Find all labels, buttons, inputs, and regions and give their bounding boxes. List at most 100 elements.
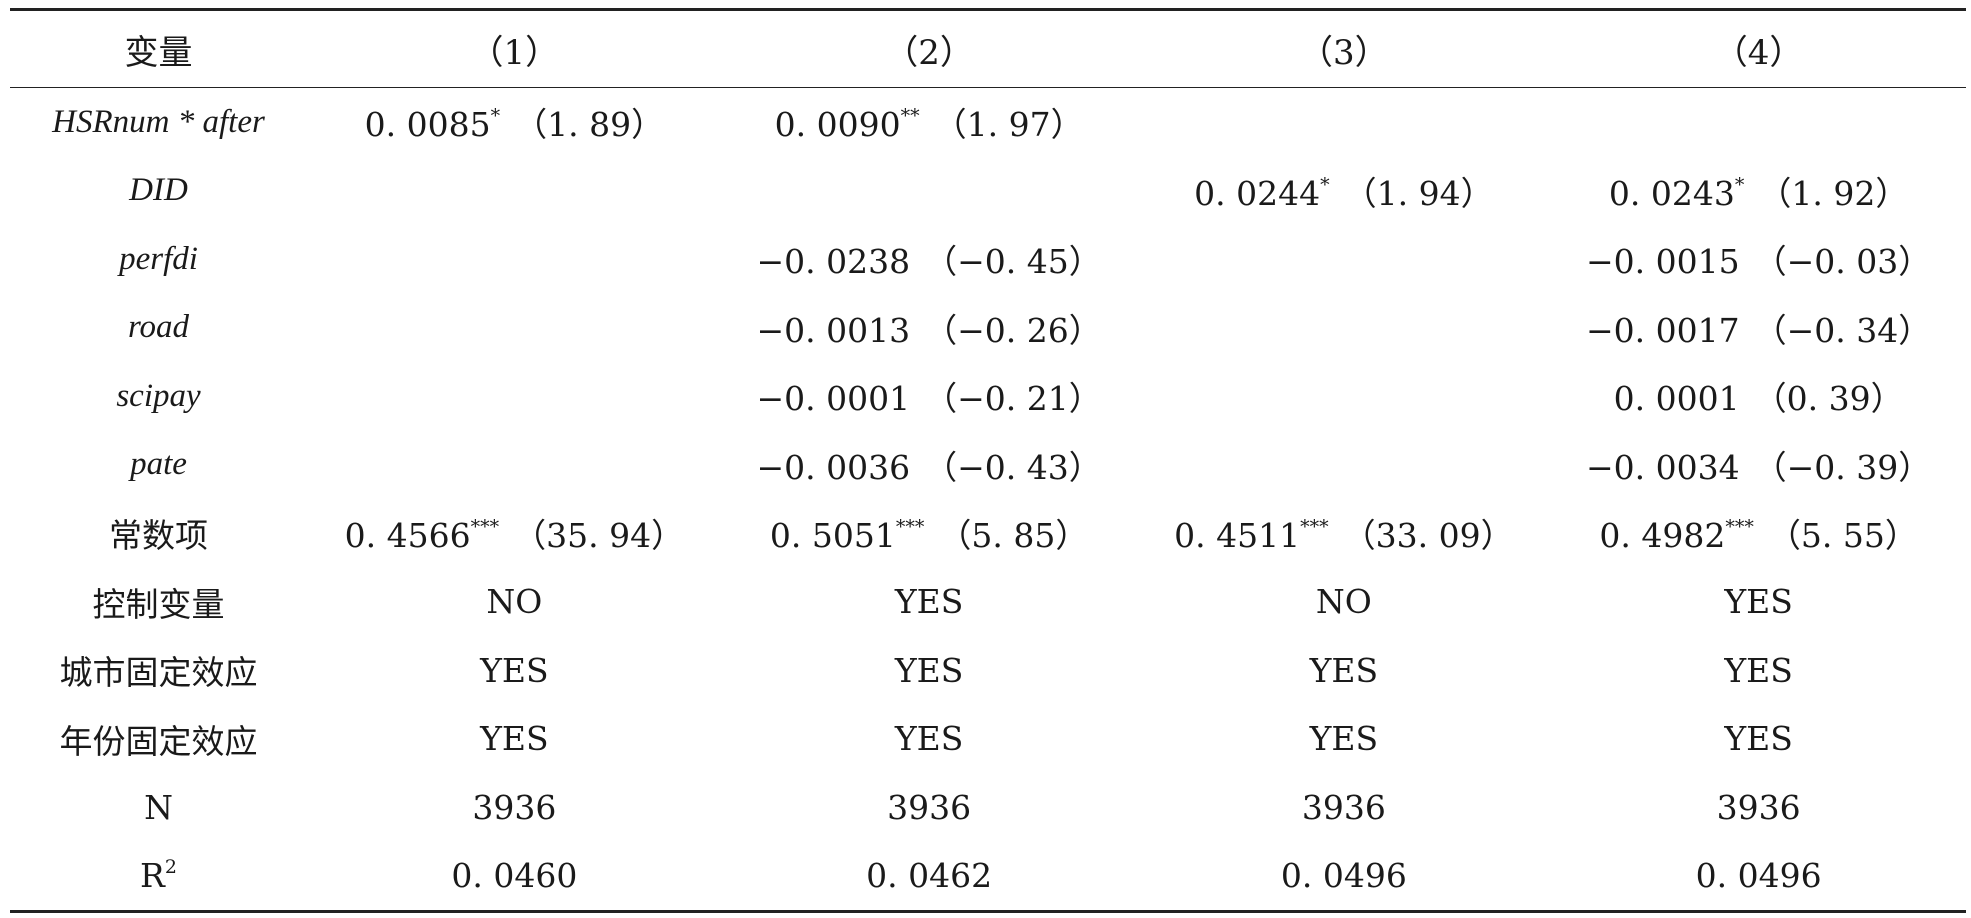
table-cell bbox=[1137, 294, 1552, 363]
table-cell: −0. 0034 （−0. 39） bbox=[1551, 431, 1966, 500]
table-cell: NO bbox=[307, 568, 722, 637]
t-statistic: （−0. 03） bbox=[1753, 242, 1932, 282]
t-statistic: （−0. 21） bbox=[924, 379, 1102, 419]
coefficient: NO bbox=[1315, 582, 1372, 622]
table-cell: YES bbox=[722, 705, 1137, 774]
variable-name: DID bbox=[10, 157, 307, 226]
significance-stars: * bbox=[1320, 173, 1330, 196]
table-cell: 3936 bbox=[1137, 773, 1552, 842]
table-cell: 0. 0090** （1. 97） bbox=[722, 88, 1137, 157]
table-cell bbox=[1137, 431, 1552, 500]
table-cell: 0. 0085* （1. 89） bbox=[307, 88, 722, 157]
table-row: 常数项 0. 4566*** （35. 94） 0. 5051*** （5. 85） 0.… bbox=[10, 499, 1966, 568]
variable-label: 城市固定效应 bbox=[59, 653, 258, 693]
t-statistic: （−0. 26） bbox=[924, 310, 1102, 350]
significance-stars: ** bbox=[900, 105, 920, 128]
significance-stars: *** bbox=[1300, 516, 1329, 539]
significance-stars: *** bbox=[895, 516, 925, 539]
coefficient: −0. 0036 bbox=[756, 447, 911, 487]
table-row: pate −0. 0036 （−0. 43） −0. 0034 （−0. 39） bbox=[10, 431, 1966, 500]
table-cell: YES bbox=[1551, 705, 1966, 774]
table-cell: 0. 0460 bbox=[307, 841, 722, 913]
table-cell: 3936 bbox=[307, 773, 722, 842]
header-col-1: （1） bbox=[307, 8, 722, 88]
table-cell: 0. 0462 bbox=[721, 841, 1137, 913]
significance-stars: *** bbox=[1725, 516, 1754, 539]
t-statistic: （5. 85） bbox=[938, 516, 1089, 556]
table-cell: 0. 4982*** （5. 55） bbox=[1551, 499, 1966, 568]
coefficient: YES bbox=[480, 650, 549, 690]
variable-label: 年份固定效应 bbox=[59, 721, 258, 761]
variable-name: 城市固定效应 bbox=[10, 636, 307, 705]
table-cell: 0. 0244* （1. 94） bbox=[1137, 157, 1552, 226]
t-statistic: （1. 94） bbox=[1343, 173, 1494, 213]
table-cell: YES bbox=[1137, 636, 1552, 705]
t-statistic: （35. 94） bbox=[513, 516, 685, 556]
header-variable: 变量 bbox=[10, 8, 307, 88]
coefficient: 0. 4982 bbox=[1599, 516, 1726, 556]
variable-name: N bbox=[10, 773, 307, 842]
table-cell bbox=[307, 294, 722, 363]
table-row: scipay −0. 0001 （−0. 21） 0. 0001 （0. 39） bbox=[10, 362, 1966, 431]
table-cell: NO bbox=[1137, 568, 1552, 637]
t-statistic: （−0. 43） bbox=[924, 447, 1102, 487]
table-cell: YES bbox=[307, 705, 722, 774]
coefficient: 0. 0462 bbox=[866, 856, 993, 896]
coefficient: 3936 bbox=[1716, 787, 1801, 827]
table-row: 城市固定效应 YES YES YES YES bbox=[10, 636, 1966, 705]
variable-label: 常数项 bbox=[109, 516, 208, 556]
coefficient: 0. 0496 bbox=[1280, 856, 1407, 896]
table-row: road −0. 0013 （−0. 26） −0. 0017 （−0. 34） bbox=[10, 294, 1966, 363]
coefficient: −0. 0034 bbox=[1586, 447, 1740, 487]
variable-name: scipay bbox=[10, 362, 307, 431]
variable-label: HSRnum * after bbox=[52, 103, 265, 140]
table-header: 变量 （1） （2） （3） （4） bbox=[10, 8, 1966, 88]
table-cell bbox=[1137, 225, 1552, 294]
variable-label: DID bbox=[129, 172, 188, 209]
coefficient: YES bbox=[894, 719, 964, 759]
variable-label: N bbox=[144, 787, 173, 827]
regression-table: 变量 （1） （2） （3） （4） HSRnum * after 0. 0085… bbox=[10, 8, 1966, 913]
variable-label: 控制变量 bbox=[92, 584, 225, 624]
variable-label: R bbox=[140, 856, 165, 896]
variable-label: perfdi bbox=[119, 240, 198, 277]
coefficient: YES bbox=[480, 719, 549, 759]
coefficient: YES bbox=[894, 650, 964, 690]
coefficient: YES bbox=[1309, 719, 1379, 759]
table-row: R2 0. 0460 0. 0462 0. 0496 0. 0496 bbox=[10, 841, 1966, 913]
coefficient: 0. 0090 bbox=[774, 105, 901, 145]
t-statistic: （0. 39） bbox=[1753, 379, 1904, 419]
coefficient: 0. 0244 bbox=[1194, 173, 1321, 213]
variable-name: perfdi bbox=[10, 225, 307, 294]
variable-name: 年份固定效应 bbox=[10, 705, 307, 774]
table-cell bbox=[1137, 88, 1552, 157]
coefficient: −0. 0238 bbox=[756, 242, 911, 282]
coefficient: −0. 0013 bbox=[756, 310, 911, 350]
t-statistic: （1. 92） bbox=[1758, 173, 1909, 213]
significance-stars: * bbox=[1734, 173, 1745, 196]
header-row: 变量 （1） （2） （3） （4） bbox=[10, 8, 1966, 88]
coefficient: 3936 bbox=[887, 787, 972, 827]
coefficient: −0. 0015 bbox=[1586, 242, 1740, 282]
t-statistic: （1. 89） bbox=[514, 105, 665, 145]
header-col-2: （2） bbox=[721, 8, 1137, 88]
table-cell: −0. 0238 （−0. 45） bbox=[722, 225, 1137, 294]
coefficient: 3936 bbox=[472, 787, 557, 827]
table-row: perfdi −0. 0238 （−0. 45） −0. 0015 （−0. 03） bbox=[10, 225, 1966, 294]
coefficient: YES bbox=[1309, 650, 1379, 690]
table-cell bbox=[722, 157, 1137, 226]
coefficient: 0. 5051 bbox=[769, 516, 896, 556]
coefficient: 0. 0085 bbox=[364, 105, 491, 145]
coefficient: NO bbox=[486, 582, 543, 622]
t-statistic: （33. 09） bbox=[1342, 516, 1514, 556]
coefficient: YES bbox=[894, 582, 964, 622]
table-body: HSRnum * after 0. 0085* （1. 89） 0. 0090** （1… bbox=[10, 88, 1966, 913]
t-statistic: （5. 55） bbox=[1767, 516, 1918, 556]
variable-name: 控制变量 bbox=[10, 568, 307, 637]
table-cell: YES bbox=[722, 568, 1137, 637]
table-cell: 3936 bbox=[722, 773, 1137, 842]
table-cell: 0. 4511*** （33. 09） bbox=[1137, 499, 1552, 568]
table-cell: 0. 5051*** （5. 85） bbox=[722, 499, 1137, 568]
t-statistic: （−0. 39） bbox=[1753, 447, 1932, 487]
table-cell: 0. 0496 bbox=[1551, 841, 1966, 913]
